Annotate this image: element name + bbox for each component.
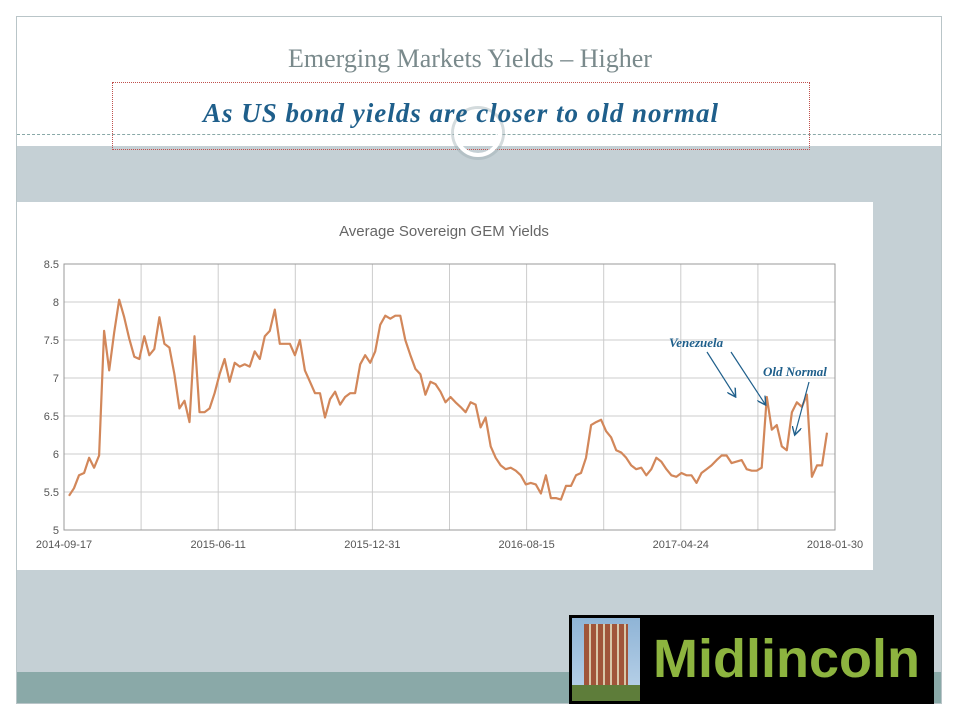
x-tick-label: 2014-09-17 xyxy=(36,539,92,551)
y-tick-label: 8 xyxy=(53,297,59,309)
yield-chart: Average Sovereign GEM Yields 5 5.5 6 6.5 7 7.… xyxy=(36,223,863,551)
x-tick-label: 2015-12-31 xyxy=(344,539,400,551)
series-line xyxy=(68,298,829,501)
midlincoln-logo: Midlincoln xyxy=(569,615,934,704)
x-tick-label: 2016-08-15 xyxy=(498,539,554,551)
chart-title: Average Sovereign GEM Yields xyxy=(339,223,549,240)
annotation-venezuela: Venezuela xyxy=(669,335,724,350)
plot-border xyxy=(63,263,836,531)
arrow-old-normal xyxy=(795,381,810,434)
y-tick-label: 7 xyxy=(53,373,59,385)
building-photo xyxy=(572,618,640,701)
slide-subtitle: As US bond yields are closer to old norm… xyxy=(202,98,720,128)
y-tick-label: 6.5 xyxy=(44,411,59,423)
y-tick-label: 5.5 xyxy=(44,487,59,499)
arrow-venezuela-1 xyxy=(706,351,735,396)
arrow-venezuela-2 xyxy=(730,351,765,404)
annotation-old-normal: Old Normal xyxy=(763,364,827,379)
y-tick-label: 6 xyxy=(53,449,59,461)
y-tick-label: 5 xyxy=(53,525,59,537)
y-tick-label: 8.5 xyxy=(44,259,59,271)
y-tick-label: 7.5 xyxy=(44,335,59,347)
x-tick-label: 2015-06-11 xyxy=(190,539,245,551)
x-tick-label: 2017-04-24 xyxy=(653,539,709,551)
building-image xyxy=(584,624,628,696)
slide-title: Emerging Markets Yields – Higher xyxy=(288,44,652,73)
logo-text: Midlincoln xyxy=(653,629,920,689)
x-tick-label: 2018-01-30 xyxy=(807,539,863,551)
trees-image xyxy=(572,685,640,701)
divider-ring xyxy=(454,109,502,157)
chart-panel: Average Sovereign GEM Yields 5 5.5 6 6.5 7 7.… xyxy=(17,202,873,570)
